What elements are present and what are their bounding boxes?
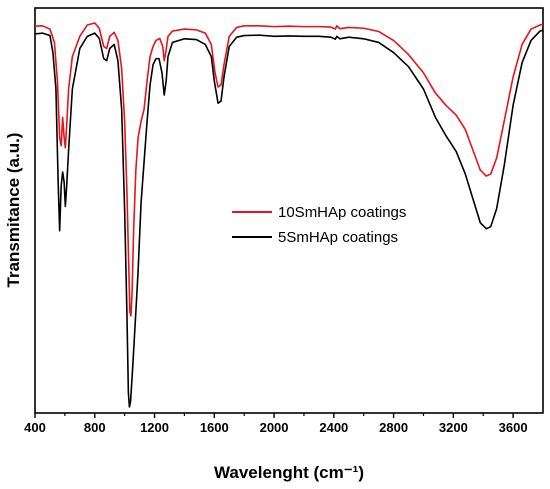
series-group [34,22,544,408]
legend: 10SmHAp coatings 5SmHAp coatings [232,204,406,246]
x-tick-label: 1600 [200,420,229,435]
x-tick-label: 400 [24,420,46,435]
x-tick-label: 3200 [439,420,468,435]
series-line-5smhap [34,29,544,408]
x-tick-label: 2000 [260,420,289,435]
x-axis-ticks: 400 800 1200 1600 2000 2400 2800 3200 3600 [24,413,528,435]
legend-label-5smhap: 5SmHAp coatings [278,229,398,246]
series-line-10smhap [34,22,544,317]
legend-label-10smhap: 10SmHAp coatings [278,204,406,221]
x-axis-title: Wavelenght (cm⁻¹) [214,463,364,482]
x-tick-label: 2400 [319,420,348,435]
y-axis-title: Transmitance (a.u.) [4,133,23,288]
x-tick-label: 800 [84,420,106,435]
x-tick-label: 2800 [379,420,408,435]
plot-area [34,7,544,414]
plot-frame [34,7,544,414]
x-tick-label: 3600 [499,420,528,435]
x-tick-label: 1200 [140,420,169,435]
